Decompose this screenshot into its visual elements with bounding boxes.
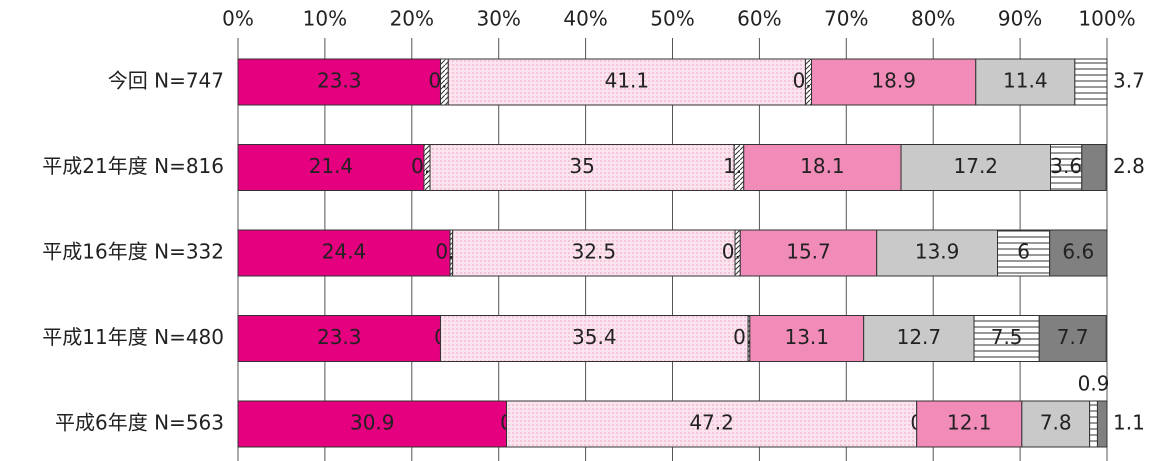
value-label: 15.7 <box>786 240 831 264</box>
x-tick-label: 10% <box>303 7 347 31</box>
value-label: 17.2 <box>954 154 999 178</box>
value-label: 13.9 <box>915 240 960 264</box>
value-label: 6.6 <box>1062 240 1094 264</box>
category-label: 平成6年度 N=563 <box>55 411 224 435</box>
bar-segment <box>997 229 1051 277</box>
value-label: 3.6 <box>1050 154 1082 178</box>
bar-segment <box>429 144 735 191</box>
category-label: 平成11年度 N=480 <box>42 325 224 349</box>
value-label: 7.7 <box>1057 325 1089 349</box>
x-tick-label: 20% <box>390 7 434 31</box>
value-label: 0.9 <box>1078 372 1110 396</box>
value-label: 18.9 <box>871 69 916 93</box>
bar-segment <box>900 144 1052 191</box>
category-label: 平成16年度 N=332 <box>42 240 224 264</box>
category-label: 平成21年度 N=816 <box>42 154 224 178</box>
bar-segment <box>916 400 1023 448</box>
value-label: 7.5 <box>991 325 1023 349</box>
value-label: 13.1 <box>784 325 829 349</box>
value-label: 35 <box>569 154 594 178</box>
bar-segment <box>1089 400 1098 448</box>
x-tick-label: 0% <box>222 7 254 31</box>
value-label: 23.3 <box>317 325 362 349</box>
x-tick-label: 30% <box>476 7 520 31</box>
bar-segment <box>237 400 508 448</box>
value-label: 12.1 <box>947 411 992 435</box>
value-label: 24.4 <box>322 240 367 264</box>
bar-segment <box>811 58 977 106</box>
category-label: 今回 N=747 <box>108 69 224 93</box>
value-label: 2.8 <box>1113 154 1145 178</box>
x-tick-label: 80% <box>911 7 955 31</box>
bar-segment <box>1038 315 1107 362</box>
bar-segment <box>1074 58 1108 106</box>
value-label: 12.7 <box>897 325 942 349</box>
x-tick-label: 60% <box>737 7 781 31</box>
value-label: 7.8 <box>1040 411 1072 435</box>
bar-segment <box>237 315 441 362</box>
bar-segment <box>1081 144 1107 191</box>
value-label: 3.7 <box>1113 69 1145 93</box>
bar-segment <box>1021 400 1091 448</box>
value-label: 32.5 <box>572 240 617 264</box>
value-label: 18.1 <box>800 154 845 178</box>
value-label: 21.4 <box>309 154 354 178</box>
bar-segment <box>743 144 902 191</box>
bar-segment <box>447 58 806 106</box>
bar-segment <box>1049 229 1108 277</box>
x-tick-label: 90% <box>998 7 1042 31</box>
bar-segment <box>452 229 736 277</box>
x-tick-label: 40% <box>563 7 607 31</box>
x-tick-label: 100% <box>1078 7 1135 31</box>
value-label: 11.4 <box>1003 69 1048 93</box>
value-label: 30.9 <box>350 411 395 435</box>
bar-segment <box>237 229 451 277</box>
value-label: 41.1 <box>605 69 650 93</box>
value-label: 1.1 <box>1113 411 1145 435</box>
value-label: 6 <box>1017 240 1030 264</box>
bar-segment <box>739 229 878 277</box>
value-label: 23.3 <box>317 69 362 93</box>
bar-segment <box>973 315 1040 362</box>
value-label: 47.2 <box>689 411 734 435</box>
bar-segment <box>506 400 918 448</box>
bar-segment <box>975 58 1076 106</box>
x-tick-label: 50% <box>650 7 694 31</box>
bar-segment <box>237 144 425 191</box>
bar-segment <box>237 58 441 106</box>
value-label: 35.4 <box>572 325 617 349</box>
x-tick-label: 70% <box>824 7 868 31</box>
bar-segment <box>1096 400 1108 448</box>
bar-segment <box>1050 144 1083 191</box>
bar-segment <box>876 229 999 277</box>
